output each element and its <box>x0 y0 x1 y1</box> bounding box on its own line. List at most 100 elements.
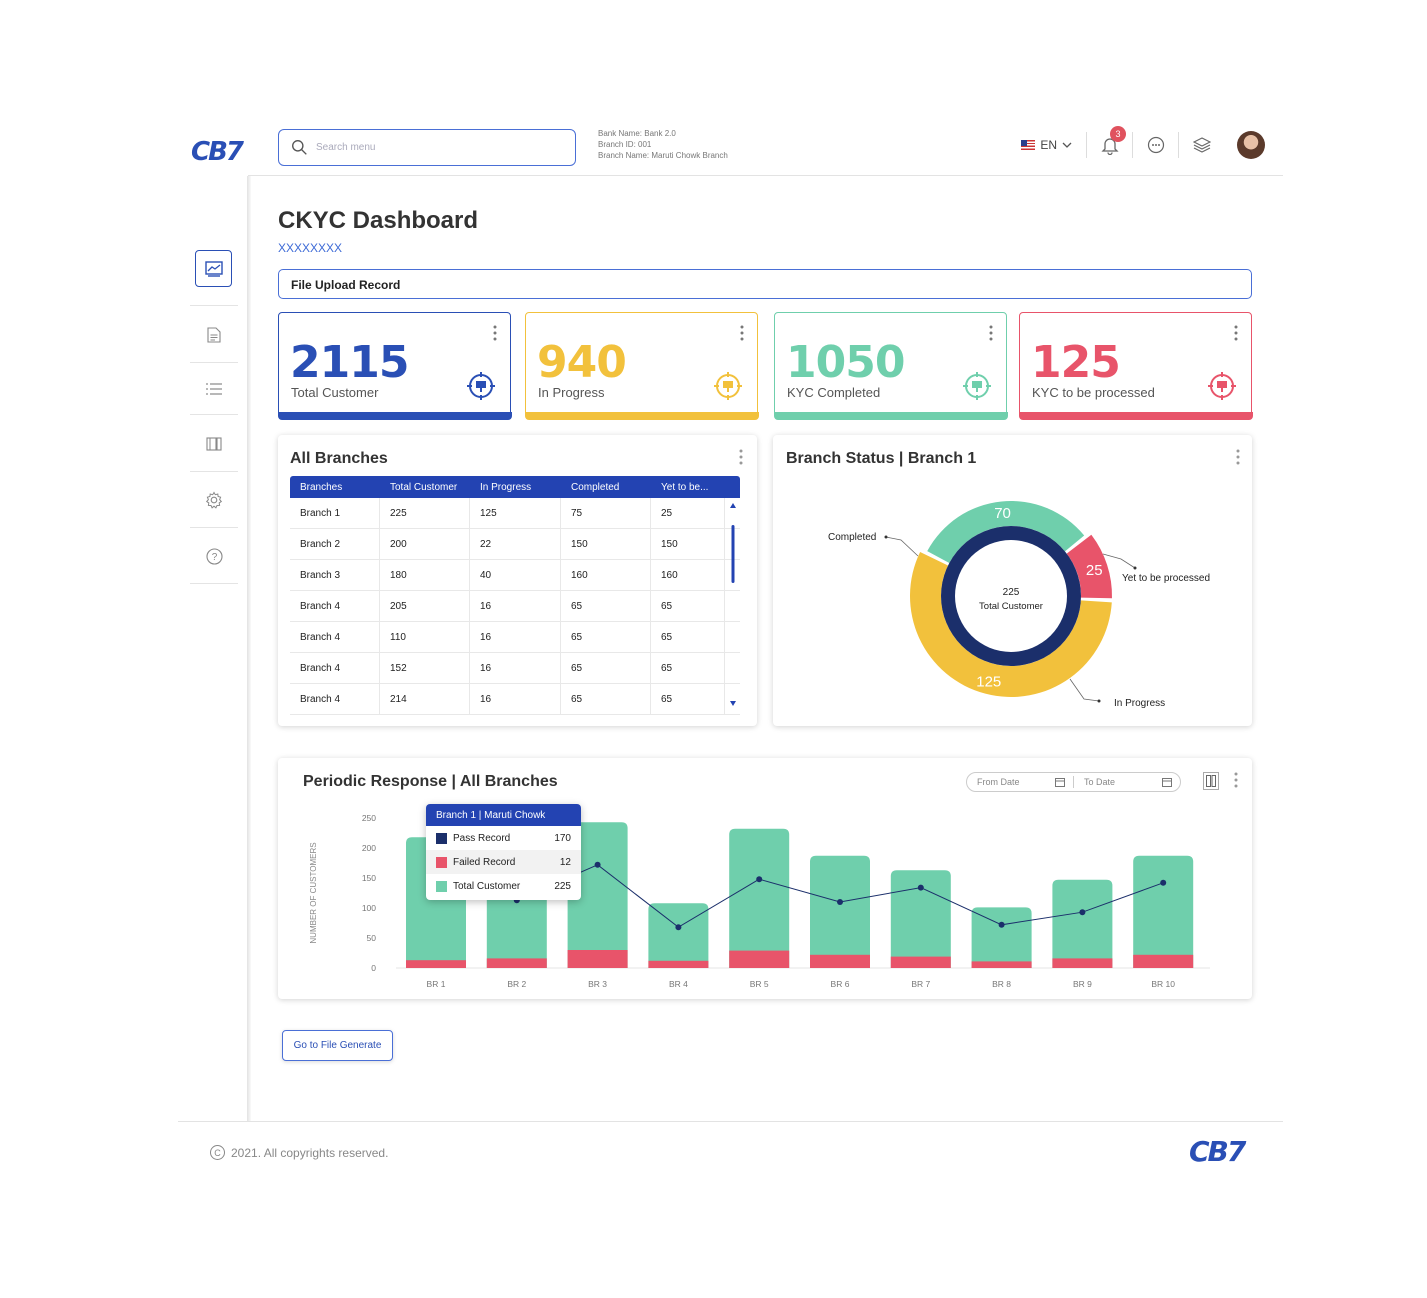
bar-failed-record[interactable] <box>971 961 1032 968</box>
list-icon <box>206 382 222 395</box>
table-row[interactable]: Branch 4 152 16 65 65 <box>290 653 740 684</box>
more-options-icon[interactable] <box>493 325 497 341</box>
sidebar-item-help[interactable]: ? <box>190 529 238 584</box>
table-scrollbar[interactable] <box>727 499 739 711</box>
date-range-picker[interactable]: From Date To Date <box>966 772 1181 792</box>
language-selector[interactable]: EN <box>1021 132 1087 158</box>
more-options-icon[interactable] <box>1234 325 1238 341</box>
periodic-response-card: Periodic Response | All Branches From Da… <box>278 758 1252 999</box>
column-header[interactable]: Total Customer <box>390 481 458 493</box>
bar-failed-record[interactable] <box>810 954 870 968</box>
pass-record-point[interactable] <box>998 921 1005 928</box>
stat-card-total-customer[interactable]: 2115 Total Customer <box>277 312 512 420</box>
bar-total-customer[interactable] <box>729 828 790 968</box>
table-cell: 16 <box>470 622 561 652</box>
go-to-file-generate-button[interactable]: Go to File Generate <box>282 1030 393 1061</box>
x-tick-label: BR 6 <box>831 979 850 989</box>
pass-record-point[interactable] <box>1079 909 1086 916</box>
periodic-response-title: Periodic Response | All Branches <box>303 773 558 790</box>
table-cell: 16 <box>470 591 561 621</box>
bar-total-customer[interactable] <box>567 822 628 968</box>
column-header[interactable]: In Progress <box>480 481 532 493</box>
stat-card-in-progress[interactable]: 940 In Progress <box>524 312 759 420</box>
table-cell: Branch 4 <box>290 591 380 621</box>
stat-label: Total Customer <box>291 385 379 400</box>
compare-view-icon[interactable] <box>1203 772 1219 790</box>
donut-slice-yet-to-be-processed[interactable] <box>1066 534 1112 599</box>
donut-slice-completed[interactable] <box>927 501 1085 563</box>
stat-accent-bar <box>1018 411 1253 420</box>
stat-label: KYC Completed <box>787 385 881 400</box>
branch-status-title: Branch Status | Branch 1 <box>786 450 977 467</box>
table-row[interactable]: Branch 1 225 125 75 25 <box>290 498 740 529</box>
pass-record-point[interactable] <box>837 899 843 905</box>
bar-total-customer[interactable] <box>971 907 1032 968</box>
column-header[interactable]: Yet to be... <box>661 481 709 493</box>
bar-failed-record[interactable] <box>890 956 951 968</box>
file-upload-record-bar[interactable]: File Upload Record <box>278 269 1252 299</box>
more-options-icon[interactable] <box>1234 772 1238 788</box>
search-input[interactable]: Search menu <box>278 129 576 166</box>
bar-failed-record[interactable] <box>406 960 466 968</box>
tooltip-title: Branch 1 | Maruti Chowk <box>426 804 581 826</box>
x-tick-label: BR 3 <box>588 979 607 989</box>
bar-total-customer[interactable] <box>1052 879 1113 968</box>
table-row[interactable]: Branch 4 205 16 65 65 <box>290 591 740 622</box>
sidebar-item-dashboard[interactable] <box>195 250 232 287</box>
more-options-icon[interactable] <box>989 325 993 341</box>
table-header: Branches Total Customer In Progress Complet… <box>290 476 740 498</box>
pass-record-point[interactable] <box>594 861 601 868</box>
stat-accent-bar <box>773 411 1008 420</box>
pass-record-point[interactable] <box>675 924 682 931</box>
table-row[interactable]: Branch 4 110 16 65 65 <box>290 622 740 653</box>
column-header[interactable]: Branches <box>300 481 343 493</box>
sidebar-item-settings[interactable] <box>190 473 238 528</box>
app-logo[interactable]: CB7 <box>191 137 244 167</box>
table-row[interactable]: Branch 2 200 22 150 150 <box>290 529 740 560</box>
sidebar-item-list[interactable] <box>190 363 238 415</box>
layers-button[interactable] <box>1179 132 1225 158</box>
to-date-field[interactable]: To Date <box>1074 777 1180 787</box>
more-options-icon[interactable] <box>740 325 744 341</box>
bar-failed-record[interactable] <box>486 958 547 968</box>
donut-slice-in-progress[interactable] <box>910 551 1112 697</box>
branches-table: Branches Total Customer In Progress Complet… <box>290 476 740 715</box>
us-flag-icon <box>1021 140 1036 150</box>
bar-total-customer[interactable] <box>1133 855 1194 968</box>
user-avatar[interactable] <box>1237 131 1265 159</box>
table-row[interactable]: Branch 3 180 40 160 160 <box>290 560 740 591</box>
column-header[interactable]: Completed <box>571 481 620 493</box>
table-cell: 214 <box>380 684 470 714</box>
messages-button[interactable] <box>1133 132 1179 158</box>
x-tick-label: BR 5 <box>750 979 769 989</box>
bank-name: Bank Name: Bank 2.0 <box>598 129 676 138</box>
stat-label: KYC to be processed <box>1032 385 1155 400</box>
stat-card-kyc-completed[interactable]: 1050 KYC Completed <box>773 312 1008 420</box>
x-tick-label: BR 2 <box>507 979 526 989</box>
help-icon: ? <box>205 547 223 565</box>
bar-failed-record[interactable] <box>729 950 790 968</box>
page-title: CKYC Dashboard <box>278 207 479 234</box>
table-cell: Branch 4 <box>290 653 380 683</box>
more-options-icon[interactable] <box>1236 449 1240 465</box>
tooltip-row-label: Total Customer <box>453 880 521 892</box>
more-options-icon[interactable] <box>739 449 743 465</box>
layers-icon <box>1193 137 1211 153</box>
stat-card-kyc-to-be-processed[interactable]: 125 KYC to be processed <box>1018 312 1253 420</box>
bar-failed-record[interactable] <box>1133 954 1194 968</box>
pass-record-point[interactable] <box>756 876 763 883</box>
notifications-button[interactable]: 3 <box>1087 126 1133 158</box>
bar-failed-record[interactable] <box>648 960 709 968</box>
donut-slice-label: 70 <box>994 505 1011 522</box>
sidebar-item-documents[interactable] <box>190 307 238 363</box>
table-row[interactable]: Branch 4 214 16 65 65 <box>290 684 740 715</box>
from-date-field[interactable]: From Date <box>967 777 1073 787</box>
bar-failed-record[interactable] <box>567 950 628 968</box>
pass-record-point[interactable] <box>1160 879 1167 886</box>
bar-total-customer[interactable] <box>810 855 870 968</box>
pass-record-point[interactable] <box>917 884 924 891</box>
yet-callout: Yet to be processed <box>1122 573 1210 584</box>
bar-failed-record[interactable] <box>1052 958 1113 968</box>
sidebar-item-reports[interactable] <box>190 416 238 472</box>
bar-total-customer[interactable] <box>648 903 709 968</box>
